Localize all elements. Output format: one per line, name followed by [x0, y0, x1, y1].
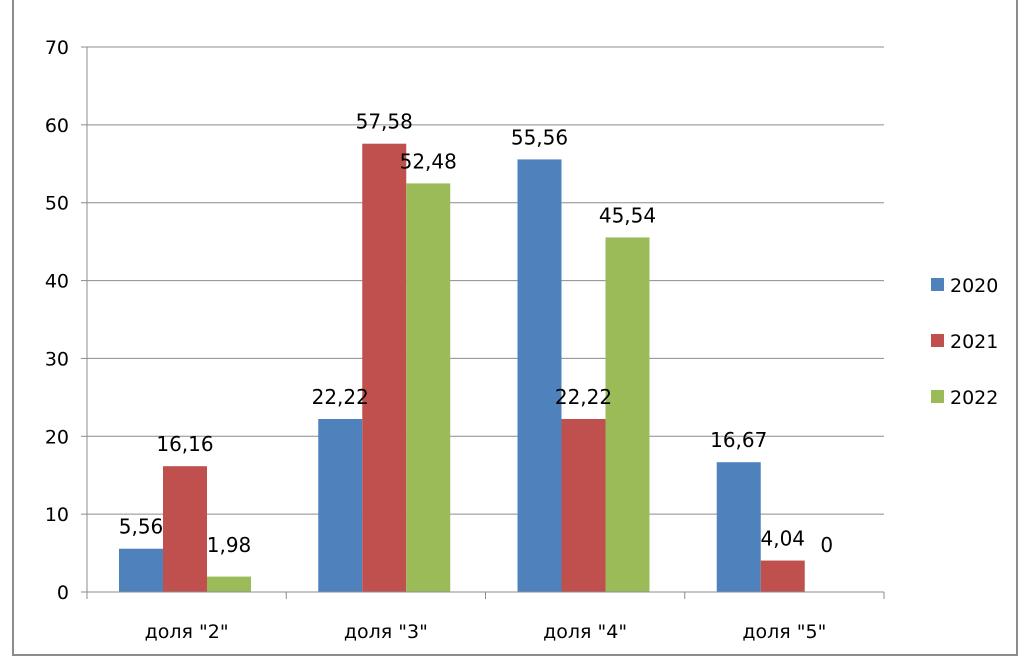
bar-2022: [605, 237, 650, 592]
bar-2021: [760, 560, 805, 592]
legend-swatch-2021: [931, 334, 944, 347]
y-tick-label: 60: [45, 115, 69, 137]
data-label: 22,22: [312, 385, 369, 409]
bar-2020: [119, 548, 163, 592]
legend-swatch-2020: [931, 278, 944, 291]
y-tick-label: 20: [45, 426, 69, 448]
legend-label: 2022: [950, 387, 998, 409]
x-tick-label: доля "3": [344, 621, 428, 643]
y-tick-label: 40: [45, 271, 69, 293]
data-label: 22,22: [555, 385, 612, 409]
bar-2021: [561, 419, 606, 592]
legend: 2020 2021 2022: [931, 275, 998, 409]
bar-2020: [318, 419, 363, 592]
x-tick-label: доля "4": [543, 621, 627, 643]
y-tick-label: 50: [45, 193, 69, 215]
data-label: 16,16: [156, 432, 213, 456]
bar-2022: [207, 576, 251, 592]
bar-2020: [517, 159, 562, 592]
legend-swatch-2022: [931, 390, 944, 403]
bar-2021: [163, 466, 207, 592]
x-tick-label: доля "2": [145, 621, 229, 643]
x-tick-label: доля "5": [742, 621, 826, 643]
legend-label: 2021: [950, 331, 998, 353]
data-label: 1,98: [207, 533, 252, 557]
data-label: 0: [820, 533, 833, 557]
data-label: 5,56: [119, 515, 164, 539]
axes: 0 10 20 30 40 50 60 70 доля "2" доля "3" доля "4" д…: [45, 37, 885, 643]
bar-2022: [406, 183, 451, 593]
data-label: 45,54: [599, 203, 656, 227]
data-labels: 5,56 16,16 1,98 22,22 57,58 52,48 55,56 22,22 45…: [119, 110, 833, 557]
y-tick-label: 10: [45, 504, 69, 526]
gridlines: [87, 46, 884, 515]
data-label: 16,67: [710, 428, 767, 452]
y-tick-label: 0: [57, 582, 69, 604]
y-tick-label: 70: [45, 37, 69, 59]
data-label: 55,56: [511, 125, 568, 149]
y-tick-label: 30: [45, 348, 69, 370]
data-label: 57,58: [356, 110, 413, 134]
bar-2021: [362, 143, 407, 592]
data-label: 4,04: [760, 527, 805, 551]
legend-label: 2020: [950, 275, 998, 297]
bars: [119, 143, 805, 593]
data-label: 52,48: [400, 149, 457, 173]
bar-2020: [716, 462, 761, 592]
